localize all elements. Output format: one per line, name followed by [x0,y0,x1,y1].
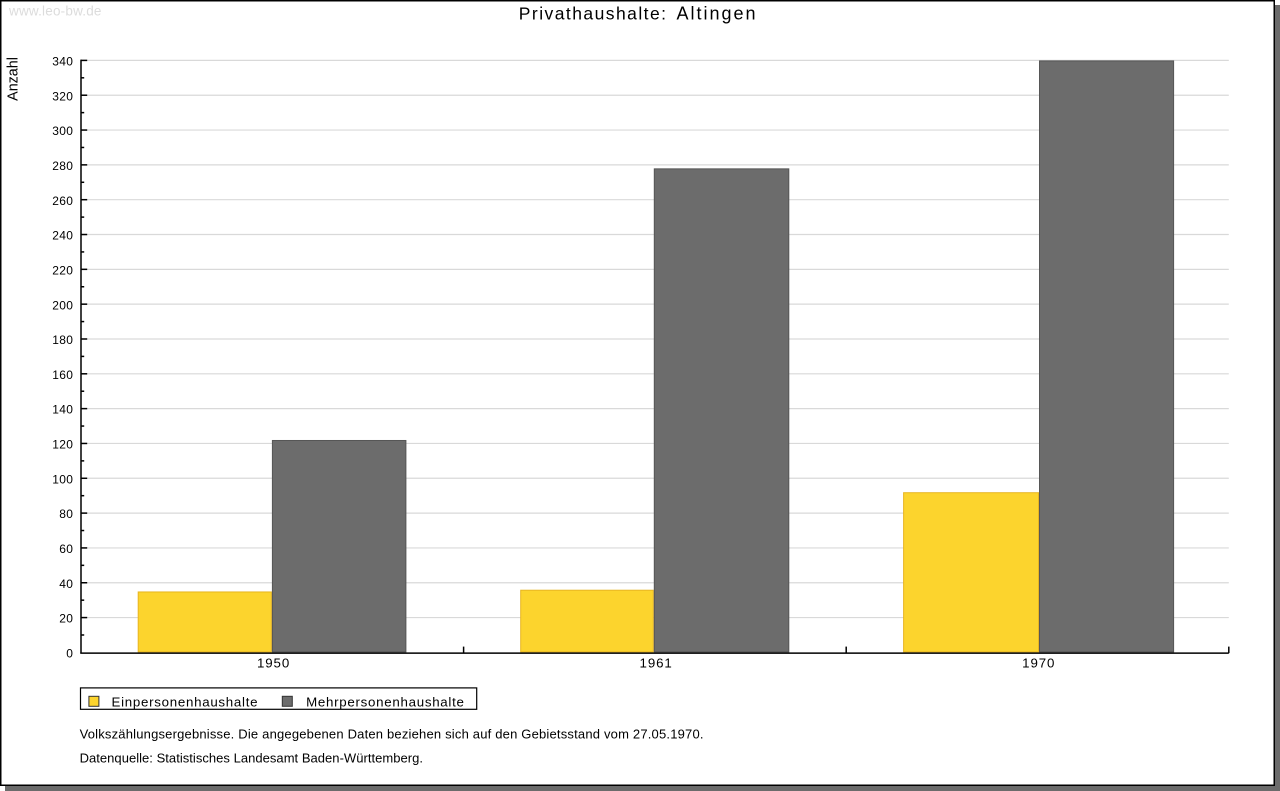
svg-text:20: 20 [59,612,73,626]
svg-text:www.leo-bw.de: www.leo-bw.de [8,4,102,19]
svg-text:320: 320 [52,89,73,103]
svg-text:280: 280 [52,159,73,173]
svg-text:160: 160 [52,368,73,382]
svg-text:340: 340 [52,55,73,69]
svg-text:1970: 1970 [1022,655,1055,670]
svg-text:260: 260 [52,194,73,208]
svg-text:1961: 1961 [640,655,673,670]
svg-text:140: 140 [52,403,73,417]
svg-text:Altingen: Altingen [677,3,758,23]
svg-text:120: 120 [52,438,73,452]
svg-text:40: 40 [59,577,73,591]
svg-text:Datenquelle: Statistisches Lan: Datenquelle: Statistisches Landesamt Bad… [80,751,423,766]
svg-text:180: 180 [52,333,73,347]
svg-text:300: 300 [52,124,73,138]
svg-text:Volkszählungsergebnisse. Die a: Volkszählungsergebnisse. Die angegebenen… [80,727,704,742]
svg-text:100: 100 [52,472,73,486]
svg-text:240: 240 [52,229,73,243]
svg-text:Anzahl: Anzahl [5,57,21,101]
svg-text:220: 220 [52,263,73,277]
svg-text:Mehrpersonenhaushalte: Mehrpersonenhaushalte [306,694,465,709]
svg-text:60: 60 [59,542,73,556]
svg-text:80: 80 [59,507,73,521]
svg-text:1950: 1950 [257,655,290,670]
svg-text:0: 0 [66,647,73,661]
svg-text:Einpersonenhaushalte: Einpersonenhaushalte [112,694,259,709]
svg-text:Privathaushalte:: Privathaushalte: [519,3,668,23]
svg-text:200: 200 [52,298,73,312]
